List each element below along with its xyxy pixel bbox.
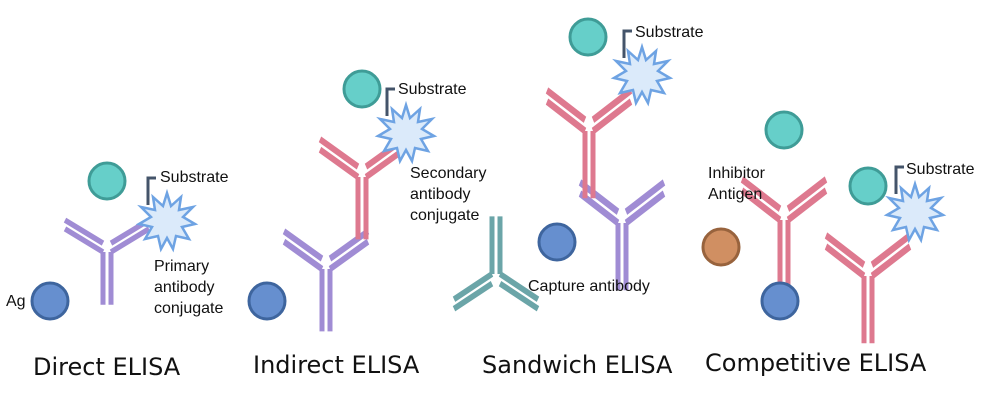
primary-label-line1: Primary <box>154 258 209 275</box>
enzyme-circle <box>568 17 608 57</box>
primary-antibody <box>65 220 149 305</box>
panel-indirect: Substrate Secondary antibody conjugate I… <box>247 69 487 379</box>
secondary-label-line2: antibody <box>410 186 471 203</box>
inhibitor-label-line2: Antigen <box>708 186 762 203</box>
enzyme-circle <box>848 166 888 206</box>
panel-sandwich: Substrate Capture antibody Sandwich ELIS… <box>454 17 704 379</box>
substrate-label: Substrate <box>160 169 229 186</box>
substrate-bracket <box>385 87 395 116</box>
substrate-label: Substrate <box>398 81 467 98</box>
capture-antibody-label: Capture antibody <box>528 278 650 295</box>
antigen-circle <box>760 281 800 321</box>
enzyme-circle <box>342 69 382 109</box>
inhibitor-antigen-circle <box>701 227 741 267</box>
secondary-label-line3: conjugate <box>410 207 479 224</box>
indirect-elisa-title: Indirect ELISA <box>253 351 420 379</box>
competing-antibody <box>826 235 910 343</box>
antigen-circle <box>537 222 577 262</box>
primary-antibody <box>284 231 368 331</box>
enzyme-circle <box>764 110 804 150</box>
substrate-label: Substrate <box>906 161 975 178</box>
secondary-antibody <box>320 139 404 239</box>
primary-label-line3: conjugate <box>154 300 223 317</box>
antigen-circle <box>30 281 70 321</box>
panel-competitive: Inhibitor Antigen Substrate Competitive … <box>701 110 975 377</box>
secondary-antibody <box>547 90 631 198</box>
sandwich-elisa-title: Sandwich ELISA <box>482 351 673 379</box>
secondary-label-line1: Secondary <box>410 165 487 182</box>
detection-antibody <box>580 182 664 290</box>
substrate-label: Substrate <box>635 24 704 41</box>
ag-label: Ag <box>6 293 26 310</box>
panel-direct: Substrate Ag Primary antibody conjugate … <box>6 161 229 381</box>
substrate-bracket <box>146 176 156 205</box>
inhibitor-label-line1: Inhibitor <box>708 165 766 182</box>
primary-antibody-conjugate <box>65 220 149 305</box>
enzyme-circle <box>87 161 127 201</box>
direct-elisa-title: Direct ELISA <box>33 353 181 381</box>
substrate-bracket <box>894 165 904 194</box>
antigen-circle <box>247 281 287 321</box>
primary-label-line2: antibody <box>154 279 215 296</box>
competitive-elisa-title: Competitive ELISA <box>705 349 927 377</box>
capture-antibody <box>454 216 538 308</box>
substrate-bracket <box>622 29 632 58</box>
